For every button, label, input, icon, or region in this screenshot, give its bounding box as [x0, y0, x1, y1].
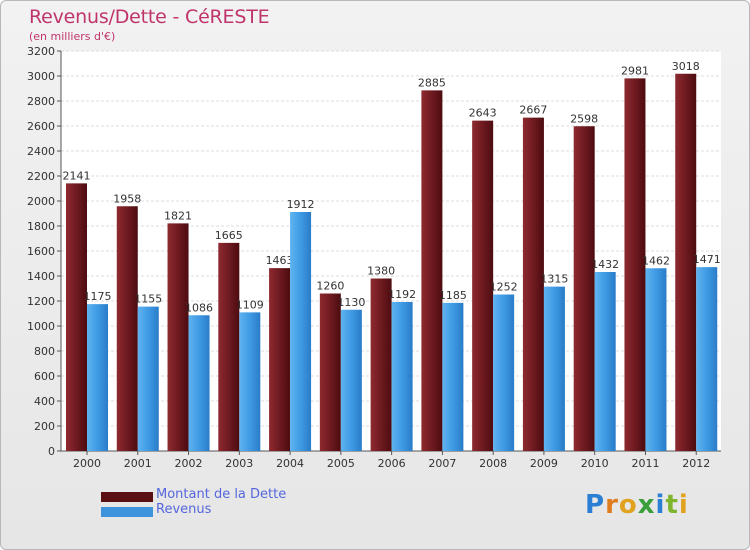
data-label-revenus: 1471 [693, 253, 721, 266]
data-label-dette: 2141 [63, 169, 91, 182]
y-tick-label: 2800 [27, 95, 55, 108]
y-tick-label: 1600 [27, 245, 55, 258]
bar-dette [472, 120, 494, 451]
y-tick-label: 2600 [27, 120, 55, 133]
data-label-dette: 1463 [266, 254, 294, 267]
y-tick-label: 2200 [27, 170, 55, 183]
data-label-revenus: 1185 [439, 289, 467, 302]
legend-label-revenus: Revenus [156, 502, 212, 517]
bar-dette [319, 293, 341, 451]
bar-dette [66, 183, 87, 451]
data-label-revenus: 1175 [84, 290, 112, 303]
bar-revenus [87, 304, 108, 451]
bar-revenus [645, 268, 667, 451]
y-tick-label: 2000 [27, 195, 55, 208]
data-label-revenus: 1462 [642, 254, 670, 267]
bar-revenus [442, 302, 464, 451]
data-label-revenus: 1192 [388, 288, 416, 301]
x-tick-label: 2009 [530, 457, 558, 470]
data-label-dette: 1380 [367, 265, 395, 278]
data-label-revenus: 1432 [591, 258, 619, 271]
legend-label-dette: Montant de la Dette [156, 487, 287, 502]
data-label-dette: 3018 [672, 60, 700, 73]
bar-dette [116, 206, 138, 451]
bar-dette [269, 268, 291, 451]
bar-revenus [239, 312, 261, 451]
x-tick-label: 2004 [276, 457, 304, 470]
bar-revenus [543, 286, 565, 451]
bar-revenus [340, 309, 362, 451]
data-label-dette: 2598 [570, 112, 598, 125]
y-tick-label: 1400 [27, 270, 55, 283]
bar-dette [522, 117, 544, 451]
data-label-dette: 2643 [469, 107, 497, 120]
x-tick-label: 2001 [124, 457, 152, 470]
bar-dette [675, 73, 697, 451]
logo-letter: P [585, 490, 606, 520]
x-tick-label: 2000 [73, 457, 101, 470]
y-tick-label: 1800 [27, 220, 55, 233]
data-label-dette: 2885 [418, 76, 446, 89]
logo-letter: x [637, 490, 656, 520]
chart-title: Revenus/Dette - CéRESTE [29, 6, 270, 28]
y-tick-label: 200 [34, 420, 55, 433]
bar-revenus [188, 315, 210, 451]
bar-revenus [594, 272, 616, 451]
logo-letter: t [665, 490, 679, 520]
data-label-revenus: 1912 [287, 198, 315, 211]
y-tick-label: 600 [34, 370, 55, 383]
x-tick-label: 2003 [225, 457, 253, 470]
x-tick-label: 2007 [428, 457, 456, 470]
data-label-revenus: 1252 [490, 281, 518, 294]
y-tick-label: 3000 [27, 70, 55, 83]
logo-letter: i [655, 490, 666, 520]
data-label-dette: 1665 [215, 229, 243, 242]
x-tick-label: 2010 [581, 457, 609, 470]
data-label-revenus: 1155 [134, 293, 162, 306]
x-tick-label: 2006 [378, 457, 406, 470]
data-label-revenus: 1130 [337, 296, 365, 309]
bar-revenus [493, 294, 515, 451]
bar-dette [218, 242, 240, 451]
x-tick-label: 2008 [479, 457, 507, 470]
y-tick-label: 2400 [27, 145, 55, 158]
data-label-revenus: 1109 [236, 298, 264, 311]
bar-revenus [391, 302, 413, 451]
y-tick-label: 400 [34, 395, 55, 408]
logo-letter: o [618, 490, 638, 520]
y-tick-label: 800 [34, 345, 55, 358]
logo-letter: r [605, 490, 619, 520]
bar-dette [624, 78, 646, 451]
data-label-dette: 2667 [519, 104, 547, 117]
x-tick-label: 2002 [175, 457, 203, 470]
bar-revenus [290, 212, 312, 451]
data-label-dette: 1821 [164, 209, 192, 222]
bar-revenus [696, 267, 718, 451]
data-label-dette: 2981 [621, 64, 649, 77]
y-tick-label: 0 [48, 445, 55, 458]
legend-swatch-revenus [101, 507, 153, 517]
y-tick-label: 3200 [27, 45, 55, 58]
bar-dette [370, 278, 392, 451]
bar-dette [167, 223, 189, 451]
chart-subtitle: (en milliers d'€) [29, 30, 116, 43]
bar-revenus [137, 306, 159, 451]
x-tick-label: 2005 [327, 457, 355, 470]
x-tick-label: 2011 [631, 457, 659, 470]
proxiti-logo: Proxiti [585, 490, 689, 520]
x-tick-label: 2012 [682, 457, 710, 470]
bar-dette [573, 126, 595, 451]
y-tick-label: 1000 [27, 320, 55, 333]
data-label-dette: 1260 [316, 280, 344, 293]
bar-dette [421, 90, 443, 451]
logo-letter: i [678, 490, 689, 520]
data-label-revenus: 1315 [540, 273, 568, 286]
legend-swatch-dette [101, 492, 153, 502]
data-label-dette: 1958 [113, 192, 141, 205]
y-tick-label: 1200 [27, 295, 55, 308]
data-label-revenus: 1086 [185, 301, 213, 314]
